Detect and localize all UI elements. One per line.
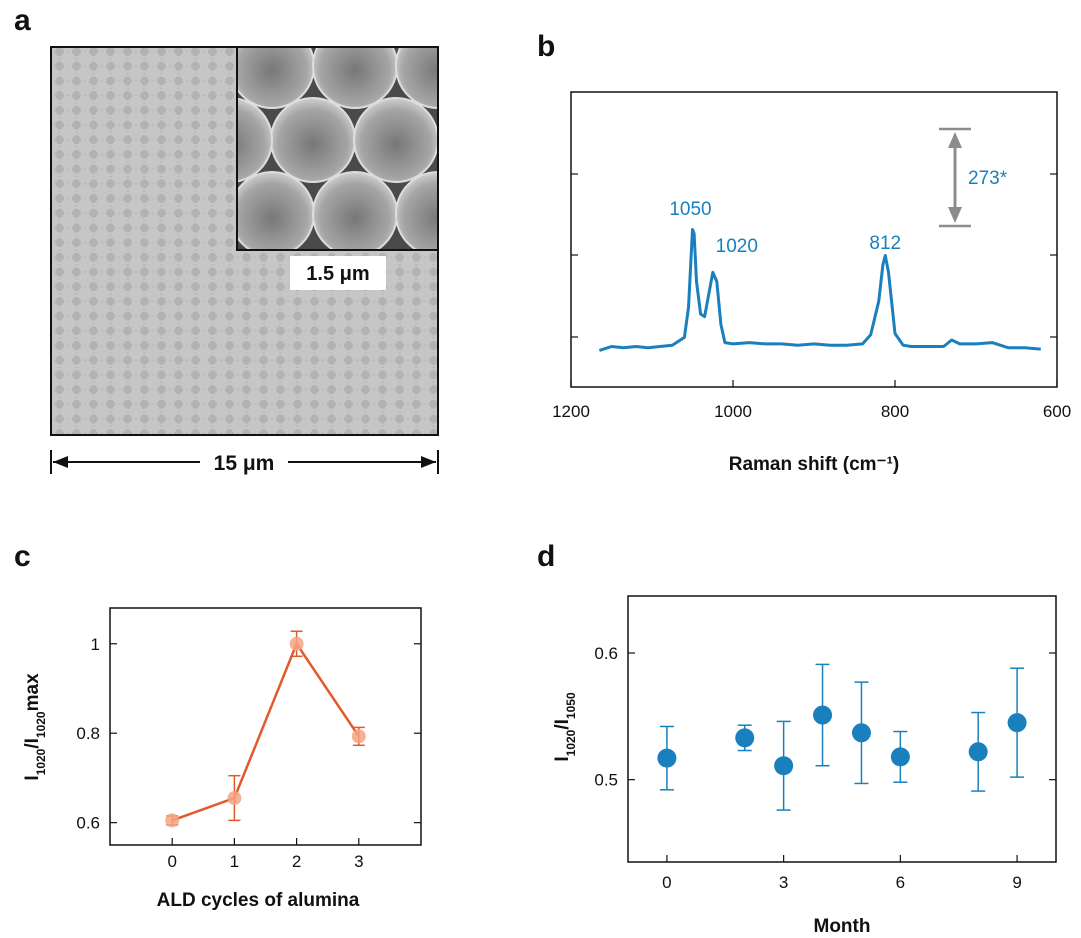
sem-inset	[237, 47, 438, 250]
peak-label-1050: 1050	[669, 199, 711, 220]
month-point-6	[968, 742, 988, 762]
scale-bar-label: 15 μm	[214, 452, 275, 475]
x-tick-label-c-3: 3	[354, 852, 363, 871]
x-tick-label-d-1: 3	[779, 873, 788, 892]
x-tick-label-b-1: 1000	[714, 402, 752, 421]
x-tick-label-b-2: 800	[881, 402, 909, 421]
inset-scale-box	[290, 256, 386, 290]
x-axis-title-d: Month	[814, 916, 871, 937]
x-tick-label-b-3: 600	[1043, 402, 1071, 421]
month-point-2	[774, 756, 794, 776]
ald-series-line	[171, 641, 360, 822]
scale-bar-arrow-down	[948, 207, 962, 223]
panel-letter-d: d	[537, 540, 556, 573]
x-tick-label-c-1: 1	[230, 852, 239, 871]
x-tick-label-d-0: 0	[662, 873, 671, 892]
panel-letter-b: b	[537, 30, 556, 63]
x-axis-title-c: ALD cycles of alumina	[157, 890, 360, 911]
month-chart: 0 3 6 9 0.5 0.6 Month I1020/I1050	[552, 595, 1057, 937]
ald-chart: 0 1 2 3 0.6 0.8 1 ALD cycles of alumina I1020/I1…	[22, 607, 422, 911]
raman-spectrum-line	[598, 228, 1041, 352]
plot-frame-d	[627, 595, 1057, 863]
scale-bar-arrow-up	[948, 132, 962, 148]
x-tick-label-d-2: 6	[896, 873, 905, 892]
ald-point-1	[227, 791, 242, 806]
panel-letter-a: a	[14, 4, 31, 37]
sem-image: 1.5 μm	[50, 46, 439, 436]
month-point-5	[890, 747, 910, 767]
ald-point-3	[351, 729, 366, 744]
y-tick-label-c-0: 0.6	[76, 814, 100, 833]
month-point-4	[851, 723, 871, 743]
month-point-3	[813, 705, 833, 725]
peak-label-812: 812	[869, 233, 901, 254]
y-tick-label-d-1: 0.6	[594, 644, 618, 663]
plot-frame-b	[570, 91, 1058, 388]
peak-label-1020: 1020	[716, 236, 758, 257]
month-point-1	[735, 728, 755, 748]
scale-bar: 15 μm	[50, 450, 439, 475]
ald-point-2	[289, 636, 304, 651]
month-point-7	[1007, 713, 1027, 733]
y-tick-label-c-2: 1	[91, 635, 100, 654]
panel-letter-c: c	[14, 540, 31, 573]
plot-frame-c	[109, 607, 422, 846]
y-axis-title-c: I1020/I1020max	[22, 673, 48, 781]
month-point-0	[657, 748, 677, 768]
x-tick-label-c-2: 2	[292, 852, 301, 871]
x-axis-title-b: Raman shift (cm⁻¹)	[729, 454, 900, 475]
x-tick-label-c-0: 0	[167, 852, 176, 871]
ald-point-0	[165, 813, 180, 828]
scale-bar-value: 273*	[968, 168, 1008, 189]
y-tick-label-c-1: 0.8	[76, 724, 100, 743]
x-tick-label-d-3: 9	[1012, 873, 1021, 892]
y-tick-label-d-0: 0.5	[594, 771, 618, 790]
inset-scale-label: 1.5 μm	[306, 263, 369, 285]
y-axis-title-d: I1020/I1050	[552, 692, 578, 762]
x-tick-label-b-0: 1200	[552, 402, 590, 421]
